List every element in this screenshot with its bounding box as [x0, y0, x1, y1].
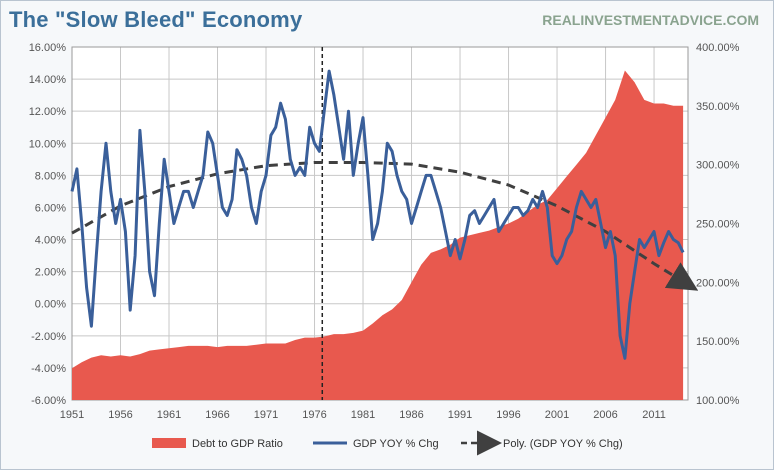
x-tick-label: 2011	[642, 409, 666, 421]
x-tick-label: 2006	[593, 409, 617, 421]
debt-to-gdp-area	[72, 70, 684, 400]
legend-label-trend: Poly. (GDP YOY % Chg)	[503, 438, 623, 450]
x-tick-label: 1991	[448, 409, 472, 421]
left-tick-label: -2.00%	[31, 331, 66, 343]
right-axis-ticks: 400.00% 350.00% 300.00% 250.00% 200.00% 150.0…	[696, 42, 740, 407]
x-tick-label: 1996	[496, 409, 520, 421]
legend: Debt to GDP Ratio GDP YOY % Chg Poly. (G…	[152, 430, 623, 456]
legend-swatch-debt	[152, 438, 186, 448]
right-tick-label: 350.00%	[696, 101, 740, 113]
x-tick-label: 1976	[302, 409, 326, 421]
right-tick-label: 250.00%	[696, 219, 740, 231]
left-axis-ticks: 16.00% 14.00% 12.00% 10.00% 8.00% 6.00% 4.00% 2…	[29, 42, 67, 407]
left-tick-label: -4.00%	[31, 363, 66, 375]
right-tick-label: 150.00%	[696, 336, 740, 348]
x-tick-label: 1956	[108, 409, 132, 421]
left-tick-label: 8.00%	[35, 170, 66, 182]
x-tick-label: 1951	[60, 409, 84, 421]
x-axis-ticks: 1951 1956 1961 1966 1971 1976 1981 1986 1991 1996…	[60, 409, 666, 421]
left-tick-label: 0.00%	[35, 299, 66, 311]
chart-source: REALINVESTMENTADVICE.COM	[542, 12, 759, 28]
right-tick-label: 200.00%	[696, 277, 740, 289]
chart-title: The "Slow Bleed" Economy	[9, 7, 303, 32]
debt-area-layer	[72, 70, 684, 400]
left-tick-label: 4.00%	[35, 235, 66, 247]
x-tick-label: 1986	[399, 409, 423, 421]
left-tick-label: 12.00%	[29, 106, 67, 118]
x-tick-label: 2001	[545, 409, 569, 421]
left-tick-label: 10.00%	[29, 138, 67, 150]
gdp-yoy-line	[70, 69, 685, 360]
legend-label-debt: Debt to GDP Ratio	[192, 438, 283, 450]
left-tick-label: 2.00%	[35, 267, 66, 279]
right-tick-label: 400.00%	[696, 42, 740, 54]
x-tick-label: 1966	[205, 409, 229, 421]
gdp-line-layer	[70, 69, 685, 360]
right-tick-label: 300.00%	[696, 160, 740, 172]
right-tick-label: 100.00%	[696, 395, 740, 407]
x-tick-label: 1981	[351, 409, 375, 421]
x-tick-label: 1971	[254, 409, 278, 421]
left-tick-label: 6.00%	[35, 202, 66, 214]
x-tick-label: 1961	[157, 409, 181, 421]
left-tick-label: 14.00%	[29, 74, 67, 86]
legend-label-gdp: GDP YOY % Chg	[353, 438, 439, 450]
left-tick-label: 16.00%	[29, 42, 67, 54]
left-tick-label: -6.00%	[31, 395, 66, 407]
